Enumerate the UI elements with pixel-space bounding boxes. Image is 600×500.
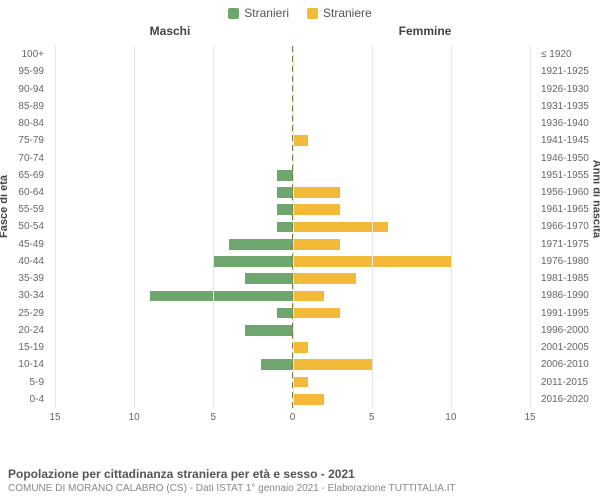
year-label: 1966-1970	[541, 218, 600, 235]
age-label: 85-89	[0, 98, 44, 115]
bar-male	[277, 222, 293, 233]
x-axis-ticks: 15105051015	[55, 412, 530, 426]
age-label: 0-4	[0, 391, 44, 408]
gridline	[134, 46, 135, 408]
x-tick-label: 15	[49, 412, 60, 423]
age-label: 20-24	[0, 322, 44, 339]
gridline	[55, 46, 56, 408]
x-tick-label: 10	[445, 412, 456, 423]
age-label: 5-9	[0, 373, 44, 390]
year-label: ≤ 1920	[541, 46, 600, 63]
age-label: 60-64	[0, 184, 44, 201]
age-label: 95-99	[0, 63, 44, 80]
y-right-labels: ≤ 19201921-19251926-19301931-19351936-19…	[535, 46, 600, 408]
year-label: 1956-1960	[541, 184, 600, 201]
chart-subtitle: COMUNE DI MORANO CALABRO (CS) - Dati IST…	[8, 483, 592, 494]
age-label: 90-94	[0, 80, 44, 97]
age-label: 55-59	[0, 201, 44, 218]
year-label: 1976-1980	[541, 253, 600, 270]
bar-male	[245, 325, 293, 336]
column-headers: Maschi Femmine	[0, 24, 600, 38]
age-label: 80-84	[0, 115, 44, 132]
bar-female	[293, 222, 388, 233]
year-label: 1991-1995	[541, 305, 600, 322]
bar-male	[261, 359, 293, 370]
age-label: 100+	[0, 46, 44, 63]
bar-male	[150, 291, 293, 302]
year-label: 1946-1950	[541, 149, 600, 166]
gridline	[213, 46, 214, 408]
year-label: 1936-1940	[541, 115, 600, 132]
year-label: 1921-1925	[541, 63, 600, 80]
age-label: 75-79	[0, 132, 44, 149]
legend: Stranieri Straniere	[0, 0, 600, 20]
year-label: 1961-1965	[541, 201, 600, 218]
age-label: 40-44	[0, 253, 44, 270]
age-label: 25-29	[0, 305, 44, 322]
age-label: 50-54	[0, 218, 44, 235]
gridline	[293, 46, 294, 408]
age-label: 45-49	[0, 236, 44, 253]
age-label: 65-69	[0, 167, 44, 184]
plot-area	[55, 46, 530, 408]
bar-female	[293, 308, 341, 319]
gridline	[372, 46, 373, 408]
year-label: 2016-2020	[541, 391, 600, 408]
age-label: 70-74	[0, 149, 44, 166]
year-label: 2006-2010	[541, 356, 600, 373]
x-tick-label: 0	[290, 412, 296, 423]
y-left-labels: 100+95-9990-9485-8980-8475-7970-7465-696…	[0, 46, 50, 408]
x-tick-label: 10	[129, 412, 140, 423]
year-label: 1926-1930	[541, 80, 600, 97]
age-label: 10-14	[0, 356, 44, 373]
x-tick-label: 15	[524, 412, 535, 423]
legend-label-female: Straniere	[323, 6, 372, 20]
bar-female	[293, 273, 356, 284]
legend-swatch-male	[228, 8, 239, 19]
bar-female	[293, 135, 309, 146]
bar-female	[293, 377, 309, 388]
year-label: 2011-2015	[541, 373, 600, 390]
bar-female	[293, 394, 325, 405]
bar-female	[293, 239, 341, 250]
bar-male	[213, 256, 292, 267]
year-label: 2001-2005	[541, 339, 600, 356]
bar-male	[277, 170, 293, 181]
bar-female	[293, 342, 309, 353]
header-female: Femmine	[300, 24, 600, 38]
gridline	[451, 46, 452, 408]
legend-item-female: Straniere	[307, 6, 372, 20]
bar-male	[277, 204, 293, 215]
footer: Popolazione per cittadinanza straniera p…	[8, 467, 592, 494]
legend-label-male: Stranieri	[244, 6, 289, 20]
year-label: 1996-2000	[541, 322, 600, 339]
bar-female	[293, 291, 325, 302]
chart: Fasce di età Anni di nascita 100+95-9990…	[0, 38, 600, 438]
year-label: 1951-1955	[541, 167, 600, 184]
legend-swatch-female	[307, 8, 318, 19]
year-label: 1941-1945	[541, 132, 600, 149]
chart-title: Popolazione per cittadinanza straniera p…	[8, 467, 592, 481]
year-label: 1971-1975	[541, 236, 600, 253]
bar-male	[277, 187, 293, 198]
bar-female	[293, 187, 341, 198]
age-label: 30-34	[0, 287, 44, 304]
year-label: 1986-1990	[541, 287, 600, 304]
bar-male	[229, 239, 292, 250]
year-label: 1981-1985	[541, 270, 600, 287]
age-label: 15-19	[0, 339, 44, 356]
bar-male	[245, 273, 293, 284]
x-tick-label: 5	[211, 412, 217, 423]
bar-male	[277, 308, 293, 319]
x-tick-label: 5	[369, 412, 375, 423]
year-label: 1931-1935	[541, 98, 600, 115]
bar-female	[293, 204, 341, 215]
age-label: 35-39	[0, 270, 44, 287]
header-male: Maschi	[0, 24, 300, 38]
legend-item-male: Stranieri	[228, 6, 289, 20]
gridline	[530, 46, 531, 408]
bar-female	[293, 359, 372, 370]
